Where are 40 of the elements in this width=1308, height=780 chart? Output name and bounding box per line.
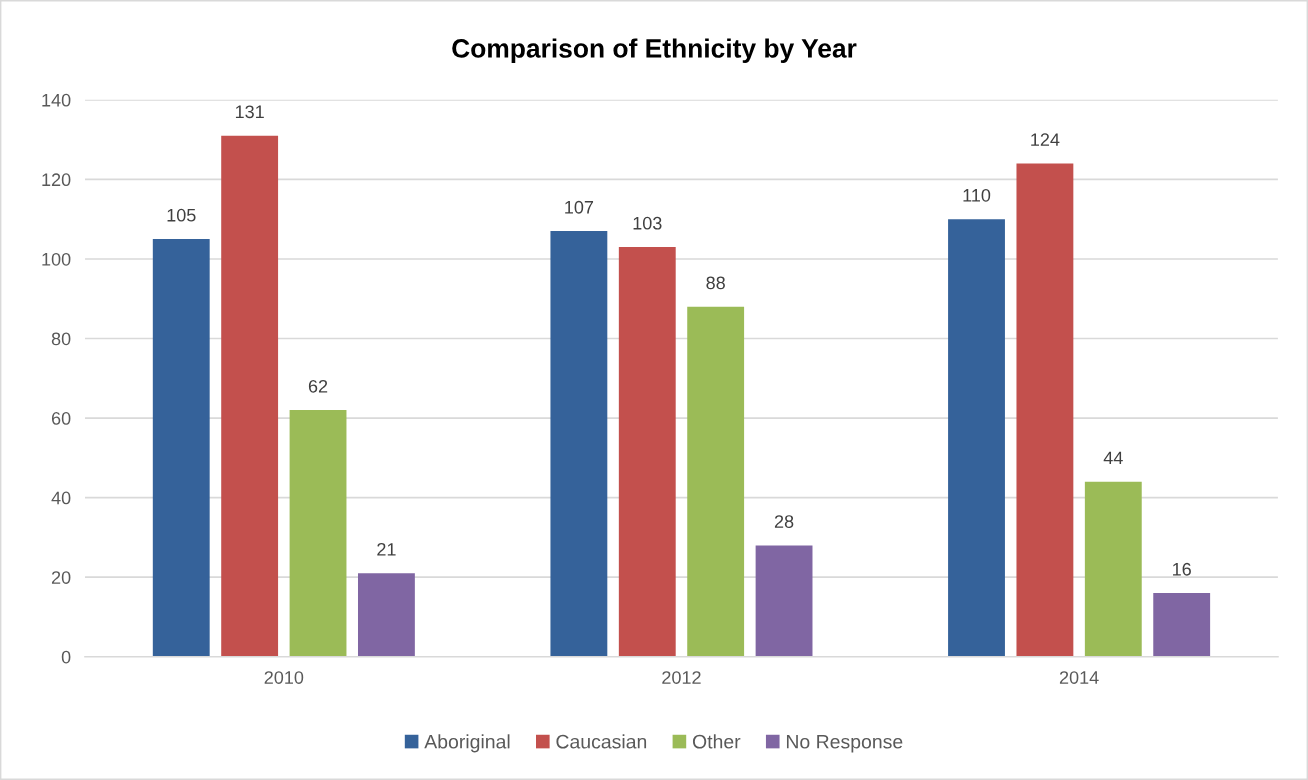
data-label: 28 — [774, 515, 794, 528]
bar — [289, 410, 347, 657]
data-label: 107 — [565, 200, 594, 214]
legend-label: Other — [692, 734, 741, 749]
data-label: 62 — [308, 379, 328, 393]
x-tick-label: 2014 — [1059, 671, 1099, 684]
x-tick-label: 2010 — [264, 671, 304, 684]
y-tick-label: 60 — [51, 412, 71, 425]
legend-label: No Response — [786, 734, 903, 753]
data-label: 88 — [706, 276, 725, 290]
data-label: 110 — [963, 188, 991, 202]
data-label: 124 — [1031, 133, 1060, 146]
data-label: 44 — [1103, 451, 1123, 465]
bar — [152, 239, 210, 657]
y-tick-label: 20 — [51, 571, 71, 584]
legend-label: Caucasian — [556, 734, 647, 749]
y-tick-label: 140 — [42, 93, 71, 107]
y-tick-label: 80 — [51, 332, 71, 346]
data-label: 105 — [167, 208, 196, 222]
legend-label: Aboriginal — [424, 734, 510, 753]
data-label: 131 — [235, 105, 264, 119]
y-tick-label: 0 — [61, 650, 71, 664]
data-label: 16 — [1173, 562, 1191, 576]
bar — [1153, 593, 1211, 657]
data-label: 21 — [377, 542, 396, 556]
bar — [687, 306, 745, 657]
y-tick-label: 120 — [42, 173, 71, 187]
bar — [357, 573, 415, 657]
y-tick-label: 100 — [42, 252, 71, 266]
bar — [221, 135, 279, 657]
bar — [1016, 163, 1074, 657]
bar — [948, 219, 1005, 657]
bar — [550, 231, 608, 657]
data-label: 103 — [633, 216, 662, 230]
x-tick-label: 2012 — [662, 671, 701, 684]
y-tick-label: 40 — [51, 491, 71, 505]
bar — [1084, 481, 1142, 657]
bar — [755, 545, 813, 657]
chart-title: Comparison of Ethnicity by Year — [452, 38, 857, 63]
bar — [618, 247, 676, 657]
